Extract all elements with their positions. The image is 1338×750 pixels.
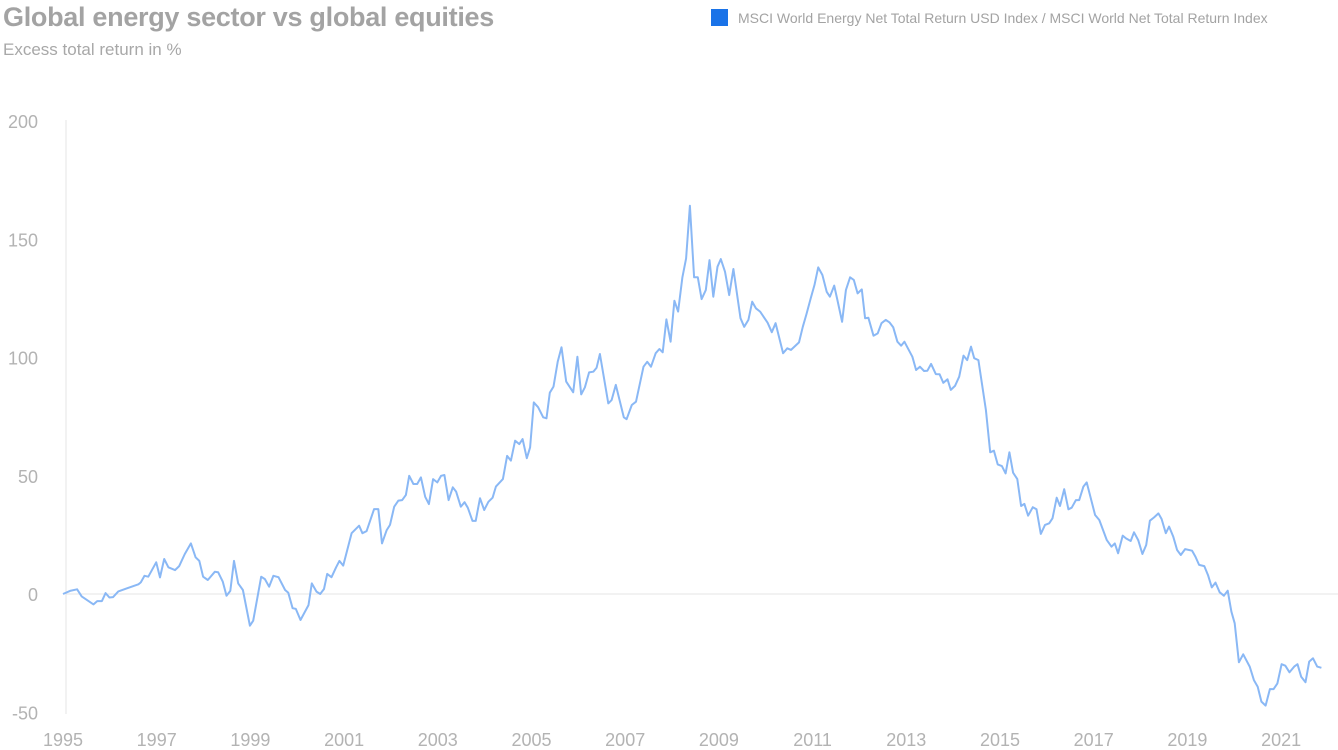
x-tick-label: 2003: [418, 730, 458, 750]
series-line: [62, 204, 1322, 707]
y-tick-label: 0: [28, 585, 38, 605]
legend: MSCI World Energy Net Total Return USD I…: [711, 9, 1268, 26]
x-tick-label: 1999: [230, 730, 270, 750]
series: [62, 204, 1322, 707]
y-tick-label: 50: [18, 467, 38, 487]
y-tick-label: 150: [8, 230, 38, 250]
x-tick-label: 2007: [605, 730, 645, 750]
chart-title: Global energy sector vs global equities: [3, 2, 494, 32]
x-tick-label: 2005: [511, 730, 551, 750]
y-tick-label: 100: [8, 349, 38, 369]
legend-swatch: [711, 9, 728, 26]
x-tick-label: 2011: [793, 730, 832, 750]
x-tick-label: 2019: [1167, 730, 1207, 750]
x-tick-label: 1995: [43, 730, 83, 750]
x-tick-label: 2009: [699, 730, 739, 750]
chart-subtitle: Excess total return in %: [3, 40, 182, 59]
y-tick-label: -50: [12, 703, 38, 723]
x-tick-label: 2013: [886, 730, 926, 750]
legend-label: MSCI World Energy Net Total Return USD I…: [738, 9, 1268, 26]
x-tick-label: 2015: [980, 730, 1020, 750]
x-tick-label: 1997: [137, 730, 177, 750]
x-tick-label: 2001: [324, 730, 364, 750]
x-tick-label: 2021: [1261, 730, 1301, 750]
y-tick-label: 200: [8, 112, 38, 132]
x-tick-label: 2017: [1074, 730, 1114, 750]
